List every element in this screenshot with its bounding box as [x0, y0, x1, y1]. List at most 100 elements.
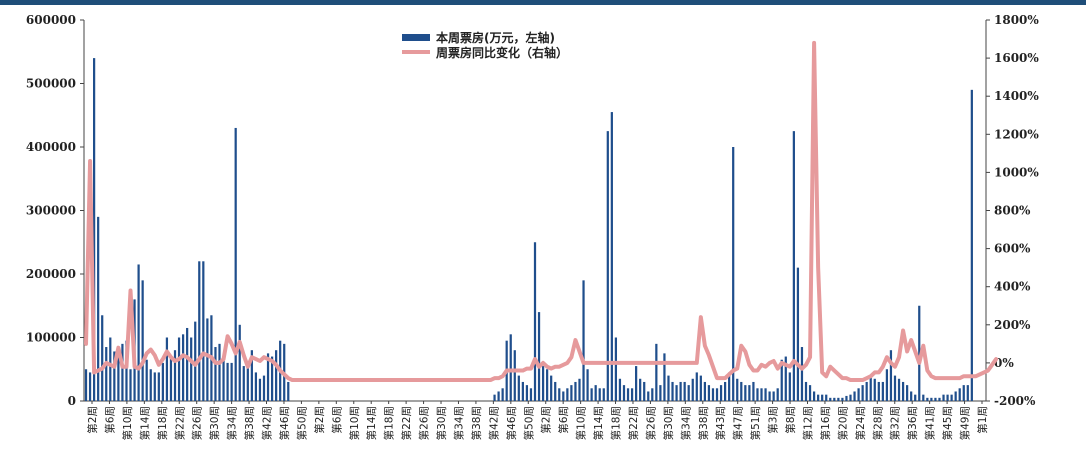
bar	[84, 369, 88, 401]
x-tick-label: 第14周	[592, 406, 605, 440]
bar	[707, 385, 711, 401]
bar	[161, 362, 164, 401]
bar	[525, 385, 529, 401]
x-tick-label: 第42周	[261, 406, 274, 440]
left-tick-label: 200000	[26, 267, 76, 281]
x-tick-label: 第30周	[435, 406, 448, 440]
x-tick-label: 第24周	[854, 406, 867, 440]
bar	[760, 388, 763, 401]
bar	[173, 350, 177, 401]
x-tick-label: 第22周	[627, 406, 640, 440]
bar	[137, 264, 140, 401]
bar	[165, 337, 169, 401]
bar	[230, 362, 233, 401]
right-tick-label: 1400%	[994, 89, 1039, 103]
bar	[958, 388, 961, 401]
bar	[934, 397, 937, 401]
bar	[728, 372, 731, 401]
x-tick-label: 第6周	[557, 406, 570, 434]
right-tick-label: 400%	[994, 280, 1031, 294]
bar	[966, 385, 969, 401]
bar	[865, 381, 868, 401]
bar	[622, 385, 626, 401]
bar	[841, 397, 844, 401]
bar	[275, 350, 278, 401]
bar	[590, 388, 593, 401]
right-tick-label: 0%	[994, 356, 1014, 370]
x-tick-label: 第2周	[313, 406, 326, 434]
bar	[533, 242, 537, 401]
bar	[719, 385, 723, 401]
bar	[679, 381, 682, 401]
bar	[897, 378, 901, 401]
bar	[946, 394, 949, 401]
right-tick-label: 600%	[994, 242, 1031, 256]
bar	[715, 388, 719, 401]
left-tick-label: 500000	[26, 77, 76, 91]
bar	[703, 381, 706, 401]
x-tick-label: 第6周	[103, 406, 116, 434]
bar	[121, 343, 124, 401]
bar	[222, 359, 225, 401]
x-tick-label: 第28周	[871, 406, 884, 440]
bar	[270, 356, 274, 401]
bar	[796, 267, 800, 401]
x-tick-label: 第42周	[487, 406, 500, 440]
x-tick-label: 第51周	[749, 406, 762, 440]
bar	[671, 381, 674, 401]
bar	[639, 378, 642, 401]
bar	[655, 343, 658, 401]
x-tick-label: 第50周	[522, 406, 535, 440]
bar	[606, 131, 609, 401]
bar	[493, 394, 496, 401]
bar	[109, 337, 112, 401]
x-tick-label: 第47周	[732, 406, 745, 440]
bar	[550, 375, 553, 401]
bar	[141, 280, 144, 401]
bar	[877, 381, 880, 401]
bar	[198, 261, 201, 401]
bar	[954, 391, 957, 401]
left-tick-label: 600000	[26, 13, 76, 27]
bar	[881, 381, 884, 401]
bar	[683, 381, 686, 401]
x-tick-label: 第34周	[452, 406, 465, 440]
x-tick-label: 第30周	[662, 406, 675, 440]
left-tick-label: 0	[68, 394, 76, 408]
x-tick-label: 第41周	[924, 406, 937, 440]
x-tick-label: 第30周	[208, 406, 221, 440]
left-tick-label: 100000	[26, 331, 76, 345]
bar	[513, 350, 516, 401]
left-tick-label: 300000	[26, 204, 76, 218]
bar	[578, 378, 581, 401]
bar	[889, 350, 893, 401]
bar	[817, 394, 820, 401]
right-tick-label: 200%	[994, 318, 1031, 332]
bar	[711, 388, 715, 401]
bar	[699, 375, 702, 401]
bar	[153, 372, 156, 401]
bar	[242, 366, 245, 401]
bar-series	[84, 58, 973, 401]
x-tick-label: 第46周	[278, 406, 291, 440]
bar	[537, 312, 541, 401]
bar	[808, 385, 812, 401]
bar	[837, 397, 840, 401]
bar	[250, 350, 253, 401]
bar	[218, 343, 221, 401]
x-tick-label: 第10周	[121, 406, 134, 440]
x-tick-label: 第3周	[767, 406, 780, 434]
x-tick-label: 第38周	[243, 406, 256, 440]
x-tick-label: 第36周	[906, 406, 919, 440]
bar	[594, 385, 597, 401]
bar	[177, 337, 181, 401]
x-tick-label: 第45周	[941, 406, 954, 440]
x-tick-label: 第43周	[714, 406, 727, 440]
bar	[675, 385, 678, 401]
bar	[145, 359, 148, 401]
bar	[845, 395, 848, 401]
x-tick-label: 第14周	[365, 406, 378, 440]
bar	[181, 334, 185, 401]
x-tick-label: 第1周	[976, 406, 989, 434]
bar	[736, 378, 739, 401]
